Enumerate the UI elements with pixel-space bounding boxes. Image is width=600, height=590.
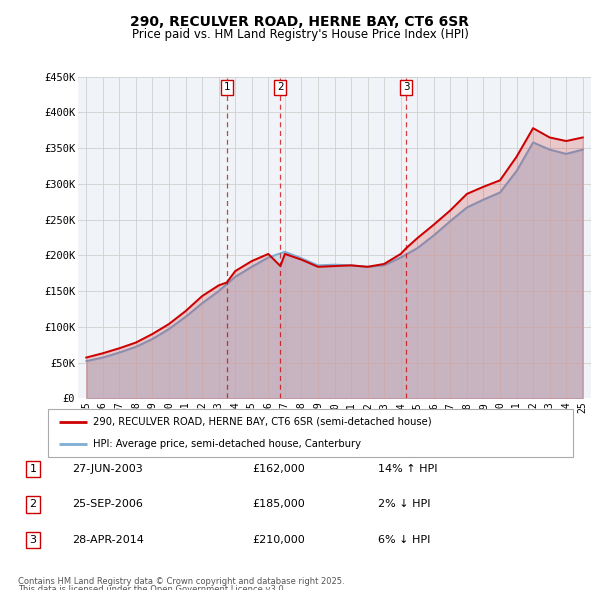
Text: £162,000: £162,000 — [252, 464, 305, 474]
Text: £210,000: £210,000 — [252, 535, 305, 545]
Text: 28-APR-2014: 28-APR-2014 — [72, 535, 144, 545]
Text: £185,000: £185,000 — [252, 500, 305, 509]
Text: HPI: Average price, semi-detached house, Canterbury: HPI: Average price, semi-detached house,… — [92, 439, 361, 449]
Text: Contains HM Land Registry data © Crown copyright and database right 2025.: Contains HM Land Registry data © Crown c… — [18, 577, 344, 586]
Text: Price paid vs. HM Land Registry's House Price Index (HPI): Price paid vs. HM Land Registry's House … — [131, 28, 469, 41]
Text: 1: 1 — [29, 464, 37, 474]
Text: This data is licensed under the Open Government Licence v3.0.: This data is licensed under the Open Gov… — [18, 585, 286, 590]
Text: 2: 2 — [277, 83, 284, 93]
Text: 14% ↑ HPI: 14% ↑ HPI — [378, 464, 437, 474]
Text: 2% ↓ HPI: 2% ↓ HPI — [378, 500, 431, 509]
Text: 2: 2 — [29, 500, 37, 509]
Text: 25-SEP-2006: 25-SEP-2006 — [72, 500, 143, 509]
Text: 3: 3 — [403, 83, 409, 93]
Text: 3: 3 — [29, 535, 37, 545]
Text: 290, RECULVER ROAD, HERNE BAY, CT6 6SR (semi-detached house): 290, RECULVER ROAD, HERNE BAY, CT6 6SR (… — [92, 417, 431, 427]
Text: 27-JUN-2003: 27-JUN-2003 — [72, 464, 143, 474]
Text: 6% ↓ HPI: 6% ↓ HPI — [378, 535, 430, 545]
Text: 290, RECULVER ROAD, HERNE BAY, CT6 6SR: 290, RECULVER ROAD, HERNE BAY, CT6 6SR — [131, 15, 470, 29]
Text: 1: 1 — [223, 83, 230, 93]
